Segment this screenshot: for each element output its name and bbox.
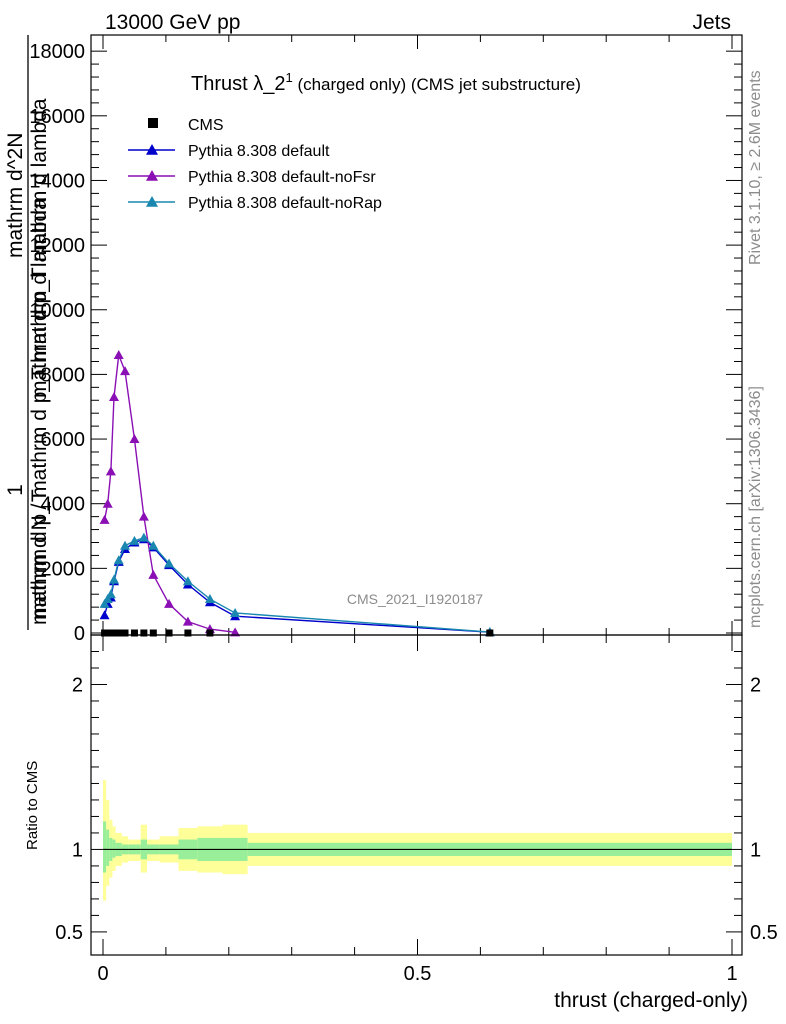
- legend-marker-triangle: [146, 170, 158, 181]
- header-right: Jets: [692, 11, 731, 34]
- cms-data-point: [165, 629, 173, 637]
- series-3-point: [99, 598, 110, 608]
- series-2-point: [113, 350, 124, 360]
- main-y-tick-label: 8000: [41, 364, 86, 386]
- plot-title-sup: 1: [285, 70, 292, 85]
- ratio-y-tick-label-right: 2: [750, 674, 761, 696]
- series-3-point: [204, 594, 215, 604]
- ratio-green-band: [103, 821, 107, 873]
- series-2-point: [164, 598, 175, 608]
- series-2-point: [182, 616, 193, 626]
- series-2-point: [230, 627, 241, 637]
- series-2-point: [105, 466, 116, 476]
- series-2-point: [102, 498, 113, 508]
- y-label-line-2: mathrm d^2N: [4, 133, 27, 258]
- series-3-point: [102, 594, 113, 604]
- series-3-point: [164, 558, 175, 568]
- main-y-tick-label: 18000: [29, 41, 85, 63]
- cms-data-point: [140, 629, 148, 637]
- main-y-tick-label: 12000: [29, 235, 85, 257]
- legend-label: Pythia 8.308 default-noRap: [188, 195, 382, 212]
- ratio-y-label: Ratio to CMS: [24, 761, 41, 850]
- main-y-tick-label: 2000: [41, 558, 86, 580]
- plot-title-main: Thrust λ_2: [191, 73, 285, 95]
- header-left: 13000 GeV pp: [105, 11, 240, 34]
- legend-label: CMS: [188, 117, 224, 134]
- cms-data-point: [130, 629, 138, 637]
- main-y-tick-label: 6000: [41, 429, 86, 451]
- series-3-point: [148, 540, 159, 550]
- cms-data-point: [115, 629, 123, 637]
- series-line-3: [103, 536, 490, 633]
- series-line-2: [103, 354, 236, 634]
- series-2-point: [109, 392, 120, 402]
- analysis-tag: CMS_2021_I1920187: [347, 591, 483, 607]
- series-3-point: [129, 535, 140, 545]
- main-y-tick-label: 10000: [29, 300, 85, 322]
- series-2-point: [138, 511, 149, 521]
- series-3-point: [109, 574, 120, 584]
- legend-marker-triangle: [146, 196, 158, 207]
- ratio-x-tick-label: 1: [726, 963, 737, 985]
- ratio-x-tick-label: 0.5: [404, 963, 432, 985]
- main-series: [99, 350, 495, 637]
- ratio-plot-frame: [90, 634, 743, 956]
- mcplots-label: mcplots.cern.ch [arXiv:1306.3436]: [747, 386, 764, 628]
- ratio-y-tick-label-right: 1: [750, 839, 761, 861]
- cms-data-point: [206, 629, 214, 637]
- series-3-point: [113, 555, 124, 565]
- series-2-point: [120, 366, 131, 376]
- series-3-point: [230, 607, 241, 617]
- ratio-plot: 0.5 0.5 1 1 2 2 0 0.5 1 Ratio to CMS thrust (cha…: [24, 634, 778, 1012]
- main-y-tick-label: 14000: [29, 170, 85, 192]
- series-2-point: [99, 514, 110, 524]
- legend-marker-square: [148, 118, 158, 128]
- series-2-point: [148, 569, 159, 579]
- y-label-line-3: mathrm d p_T mathrm d lambda: [28, 98, 51, 398]
- legend-label: Pythia 8.308 default-noFsr: [188, 169, 376, 186]
- cms-data-point: [110, 629, 118, 637]
- x-axis-label: thrust (charged-only): [554, 989, 748, 1012]
- cms-data-point: [486, 629, 494, 637]
- main-y-ticks: 0 2000 4000 6000 8000 10000 12000 14000 16000 180…: [29, 35, 742, 645]
- ratio-y-tick-label-left: 0.5: [55, 922, 83, 944]
- main-y-tick-label: 4000: [41, 494, 86, 516]
- series-3-point: [138, 532, 149, 542]
- cms-data-point: [184, 629, 192, 637]
- legend-marker-triangle: [146, 144, 158, 155]
- series-3-point: [120, 540, 131, 550]
- series-3-point: [105, 589, 116, 599]
- ratio-bands: [103, 780, 733, 901]
- series-2-point: [129, 434, 140, 444]
- ratio-x-tick-label: 0: [97, 963, 108, 985]
- legend-label: Pythia 8.308 default: [188, 143, 330, 160]
- ratio-y-tick-label-left: 1: [72, 839, 83, 861]
- rivet-label: Rivet 3.1.10, ≥ 2.6M events: [747, 70, 764, 265]
- series-3-point: [182, 576, 193, 586]
- plot-title-rest: (charged only) (CMS jet substructure): [293, 75, 581, 94]
- cms-data-point: [149, 629, 157, 637]
- ratio-y-tick-label-left: 2: [72, 674, 83, 696]
- main-y-tick-label: 16000: [29, 106, 85, 128]
- main-plot: 0 2000 4000 6000 8000 10000 12000 14000 16000 180…: [4, 34, 743, 645]
- ratio-green-band: [112, 839, 116, 858]
- ratio-ticks: 0.5 0.5 1 1 2 2 0 0.5 1: [55, 635, 778, 985]
- ratio-y-tick-label-right: 0.5: [750, 922, 778, 944]
- y-label-numerator: 1: [4, 484, 27, 496]
- ratio-green-band: [106, 829, 110, 866]
- plot-title: Thrust λ_21 (charged only) (CMS jet subs…: [191, 70, 581, 95]
- main-y-tick-label: 0: [74, 623, 85, 645]
- cms-data-point: [121, 629, 129, 637]
- legend: CMS Pythia 8.308 default Pythia 8.308 defa…: [128, 117, 382, 212]
- y-label-line-1: mathrm d N / mathrm d p_T mathrm d lambd…: [28, 198, 51, 625]
- series-1-point: [99, 610, 110, 620]
- y-label-line-4: mathrm d p_T: [28, 489, 51, 620]
